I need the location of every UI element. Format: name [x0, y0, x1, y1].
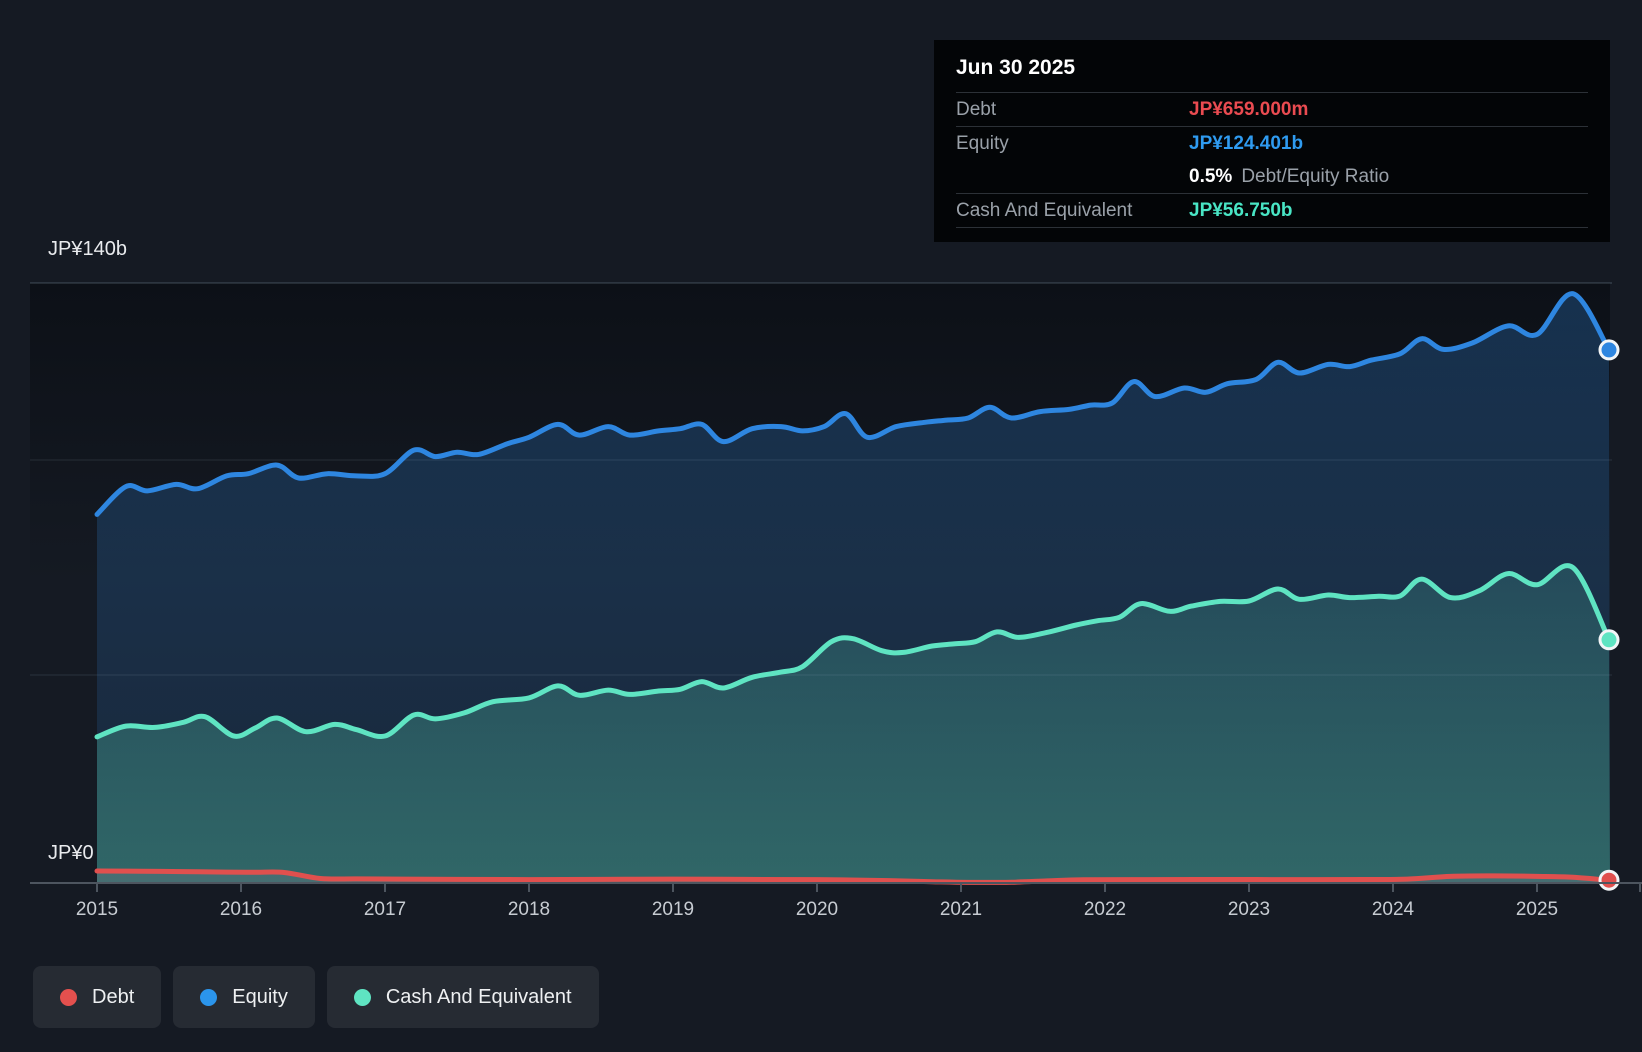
x-axis-label-2016: 2016 — [219, 899, 263, 920]
x-axis-label-2017: 2017 — [363, 899, 407, 920]
equity-endpoint-marker[interactable] — [1598, 339, 1620, 361]
tooltip-ratio-label: Debt/Equity Ratio — [1241, 165, 1390, 187]
tooltip-cash-label: Cash And Equivalent — [956, 199, 1133, 221]
legend-item-debt[interactable]: Debt — [33, 966, 162, 1028]
x-axis-label-2021: 2021 — [939, 899, 983, 920]
cash-line — [94, 563, 1612, 740]
x-axis-label-2023: 2023 — [1227, 899, 1271, 920]
legend-label: Debt — [92, 985, 135, 1008]
legend-item-equity[interactable]: Equity — [173, 966, 315, 1028]
x-axis-label-2015: 2015 — [75, 899, 119, 920]
x-axis-label-2019: 2019 — [651, 899, 695, 920]
y-axis-label-max: JP¥140b — [48, 238, 127, 260]
tooltip-equity-value: JP¥124.401b — [1189, 132, 1304, 154]
tooltip-date: Jun 30 2025 — [956, 56, 1076, 79]
x-axis-label-2022: 2022 — [1083, 899, 1127, 920]
tooltip-ratio-row: 0.5% Debt/Equity Ratio — [956, 160, 1588, 193]
cash-legend-dot-icon — [353, 988, 371, 1006]
chart-legend: Debt Equity Cash And Equivalent — [33, 966, 599, 1028]
legend-label: Cash And Equivalent — [385, 985, 572, 1008]
tooltip-equity-row: Equity JP¥124.401b — [956, 126, 1588, 160]
legend-label: Equity — [232, 985, 288, 1008]
tooltip-cash-value: JP¥56.750b — [1189, 199, 1293, 221]
tooltip-cash-row: Cash And Equivalent JP¥56.750b — [956, 193, 1588, 227]
debt-endpoint-marker[interactable] — [1598, 869, 1620, 891]
equity-line — [94, 291, 1612, 517]
cash-endpoint-marker[interactable] — [1598, 629, 1620, 651]
tooltip-equity-label: Equity — [956, 132, 1009, 154]
x-axis-label-2020: 2020 — [795, 899, 839, 920]
chart-tooltip: Jun 30 2025 Debt JP¥659.000m Equity JP¥1… — [934, 40, 1610, 242]
debt-legend-dot-icon — [60, 988, 77, 1006]
debt-line — [94, 868, 1612, 885]
legend-item-cash[interactable]: Cash And Equivalent — [326, 966, 599, 1028]
cash-area — [97, 565, 1610, 883]
y-axis-label-zero: JP¥0 — [48, 842, 94, 864]
equity-legend-dot-icon — [200, 988, 218, 1006]
x-axis-label-2018: 2018 — [507, 899, 551, 920]
tooltip-debt-value: JP¥659.000m — [1189, 98, 1309, 120]
tooltip-debt-label: Debt — [956, 98, 997, 120]
x-axis-label-2024: 2024 — [1371, 899, 1415, 920]
x-axis-label-2025: 2025 — [1515, 899, 1559, 920]
tooltip-debt-row: Debt JP¥659.000m — [956, 92, 1588, 126]
tooltip-ratio-value: 0.5% — [1189, 165, 1233, 187]
